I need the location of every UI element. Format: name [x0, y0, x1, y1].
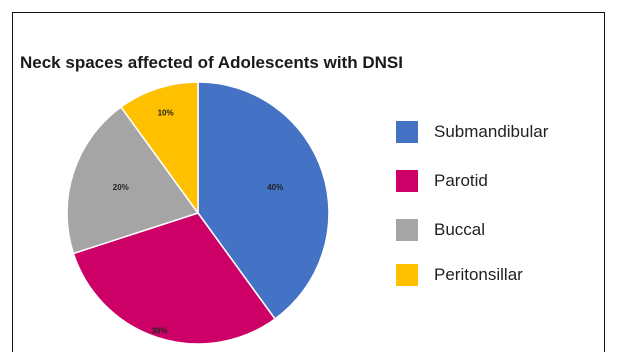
data-label-peritonsillar: 10%	[158, 108, 174, 117]
pie-slice-peritonsillar	[119, 81, 199, 216]
legend-label-submandibular: Submandibular	[434, 122, 549, 141]
data-label-buccal: 20%	[113, 183, 129, 192]
pie-slice-buccal	[66, 105, 200, 255]
legend-swatch-submandibular	[396, 121, 418, 143]
legend-item-submandibular: Submandibular	[396, 121, 548, 143]
legend-swatch-peritonsillar	[396, 264, 418, 286]
pie-slice-submandibular	[197, 81, 330, 321]
pie-slice-parotid	[72, 212, 277, 345]
legend-item-buccal: Buccal	[396, 219, 485, 241]
legend-item-parotid: Parotid	[396, 170, 488, 192]
legend-label-buccal: Buccal	[434, 220, 486, 239]
chart-title: Neck spaces affected of Adolescents with…	[20, 53, 403, 72]
legend-label-parotid: Parotid	[434, 171, 488, 190]
legend-swatch-buccal	[396, 219, 418, 241]
legend-item-peritonsillar: Peritonsillar	[396, 264, 523, 286]
chart-frame	[12, 12, 605, 352]
legend-swatch-parotid	[396, 170, 418, 192]
legend-label-peritonsillar: Peritonsillar	[434, 265, 523, 284]
data-label-submandibular: 40%	[267, 183, 283, 192]
data-label-parotid: 30%	[151, 327, 167, 336]
